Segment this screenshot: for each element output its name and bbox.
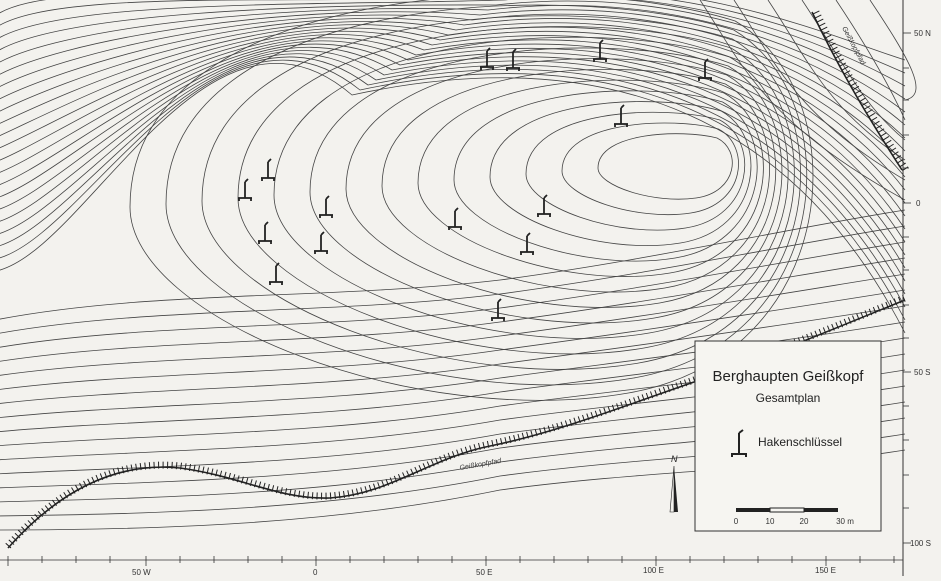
hakenschluessel-icon (480, 47, 494, 70)
contour-line (699, 0, 906, 201)
hakenschluessel-icon (448, 207, 462, 230)
x-axis-ticks (7, 556, 895, 566)
x-tick-150e: 150 E (815, 566, 836, 575)
contour-line (237, 26, 795, 355)
scale-bar: 0 10 20 30 m (734, 507, 854, 526)
hakenschluessel-icon (269, 262, 283, 285)
contour-line (0, 305, 906, 404)
y-tick-50s: 50 S (914, 368, 930, 377)
hakenschluessel-icon (314, 231, 328, 254)
contour-line (0, 53, 906, 295)
map-subtitle: Gesamtplan (756, 391, 821, 405)
contour-line (129, 0, 814, 401)
contour-line (561, 122, 739, 216)
legend-box: Berghaupten Geißkopf Gesamtplan Hakensch… (694, 340, 882, 532)
contour-line (0, 27, 906, 191)
north-arrow: N (669, 454, 678, 513)
y-tick-50n: 50 N (914, 29, 931, 38)
contour-line (0, 273, 906, 376)
contour-line (0, 34, 906, 217)
hakenschluessel-icon (491, 298, 505, 321)
contour-line (0, 289, 906, 390)
y-axis-ticks (903, 32, 911, 544)
contour-line (0, 63, 906, 334)
contour-line (0, 59, 906, 321)
contour-line (0, 257, 906, 362)
contour-line (767, 0, 906, 161)
hakenschluessel-icon (506, 48, 520, 71)
contour-line (165, 4, 808, 386)
geisskopfpfad-bottom-hachures (5, 294, 907, 549)
contour-line (597, 133, 733, 200)
x-tick-100e: 100 E (643, 566, 664, 575)
find-markers (238, 39, 712, 321)
contour-line (525, 111, 746, 231)
contour-line (417, 79, 764, 277)
contour-line (0, 46, 906, 269)
hakenschluessel-icon (614, 104, 628, 127)
scale-label-30: 30 m (836, 517, 854, 526)
contour-line (201, 15, 801, 370)
contour-line (381, 69, 770, 293)
map-title: Berghaupten Geißkopf (713, 368, 865, 385)
contour-line (453, 90, 758, 262)
hakenschluessel-icon (261, 158, 275, 181)
contour-line (0, 37, 906, 230)
geisskopfpfad-top-hachures (812, 10, 909, 172)
contour-lines-summit (129, 0, 814, 401)
contour-line (0, 0, 906, 61)
hakenschluessel-icon (238, 178, 252, 201)
hakenschluessel-icon (698, 58, 712, 81)
contour-line (0, 225, 906, 334)
contour-line (0, 241, 906, 348)
hakenschluessel-icon (319, 195, 333, 218)
contour-line (869, 0, 917, 101)
contour-line (733, 0, 906, 181)
x-tick-50e: 50 E (476, 568, 492, 576)
contour-line (0, 209, 906, 320)
contour-line (0, 56, 906, 308)
contour-line (0, 0, 906, 74)
y-tick-100s: 100 S (910, 539, 931, 548)
contour-line (0, 17, 906, 152)
y-tick-0: 0 (916, 199, 921, 208)
x-tick-50w: 50 W (132, 568, 151, 576)
legend-label-hakenschluessel: Hakenschlüssel (758, 435, 842, 449)
scale-label-0: 0 (734, 517, 739, 526)
contour-line (489, 101, 752, 246)
contour-line (0, 21, 906, 165)
contour-line (0, 50, 906, 282)
contour-line (0, 0, 906, 87)
contour-line (835, 0, 906, 121)
scale-label-10: 10 (766, 517, 775, 526)
hakenschluessel-icon (593, 39, 607, 62)
contour-line (0, 40, 906, 243)
hakenschluessel-icon (731, 429, 747, 457)
hakenschluessel-icon (520, 232, 534, 255)
hakenschluessel-icon (537, 194, 551, 217)
contour-line (0, 0, 906, 100)
contour-line (273, 36, 789, 339)
contour-line (345, 58, 777, 308)
scale-label-20: 20 (800, 517, 809, 526)
hakenschluessel-icon (258, 221, 272, 244)
contour-line (309, 47, 783, 324)
north-label: N (671, 454, 678, 464)
x-tick-0: 0 (313, 568, 318, 576)
contour-line (0, 5, 906, 113)
